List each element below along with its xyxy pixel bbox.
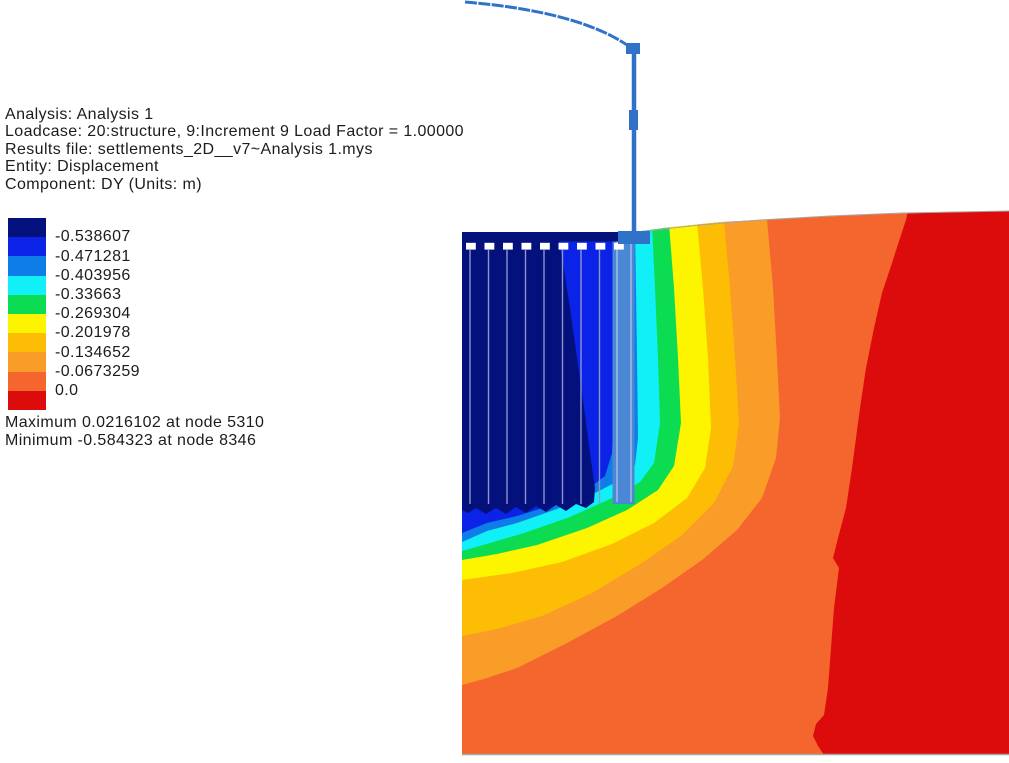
raft-bar [462,232,635,242]
info-line-results-file: Results file: settlements_2D__v7~Analysi… [5,140,373,158]
legend-value: -0.0673259 [55,362,140,380]
legend-swatch [8,218,46,238]
legend-value: -0.269304 [55,305,131,323]
info-line-entity: Entity: Displacement [5,158,159,176]
structure-arc-beam [464,0,635,52]
legend-value: -0.538607 [55,228,131,246]
column-base-cap [618,231,650,244]
stats-maximum: Maximum 0.0216102 at node 5310 [5,414,265,431]
legend-swatch [8,352,46,372]
structure [464,0,650,244]
legend-swatch [8,237,46,257]
info-line-analysis: Analysis: Analysis 1 [5,106,154,123]
legend-value: -0.134652 [55,343,131,361]
legend-swatches [8,218,46,410]
column-node-block [629,110,638,130]
contour-band-9 [813,211,1009,755]
legend-swatch [8,313,46,334]
arc-column-joint [626,43,640,54]
raft-gap-dashes [466,242,624,250]
legend-swatch [8,256,46,276]
info-line-loadcase: Loadcase: 20:structure, 9:Increment 9 Lo… [5,123,464,141]
ground-surface-line [645,210,1009,232]
contour-legend: -0.538607 -0.471281 -0.403956 -0.33663 -0.26… [8,218,268,418]
legend-value: -0.403956 [55,266,131,284]
legend-value: -0.201978 [55,324,131,342]
legend-swatch [8,294,46,314]
contour-band-0 [462,232,595,514]
result-extremes: Maximum 0.0216102 at node 5310 Minimum -… [5,414,264,450]
legend-value: -0.33663 [55,286,122,303]
analysis-info-block: Analysis: Analysis 1 Loadcase: 20:struct… [5,106,464,193]
legend-swatch [8,390,46,410]
info-line-component: Component: DY (Units: m) [5,175,202,193]
raft-step-blue [608,217,635,226]
soil-contour-region [462,210,1009,756]
legend-value: -0.471281 [55,247,131,265]
legend-swatch [8,275,46,295]
legend-swatch [8,333,46,353]
central-pier [612,236,635,504]
pile-lines [469,250,601,504]
stats-minimum: Minimum -0.584323 at node 8346 [5,431,257,449]
legend-swatch [8,371,46,391]
legend-value: 0.0 [55,382,79,399]
